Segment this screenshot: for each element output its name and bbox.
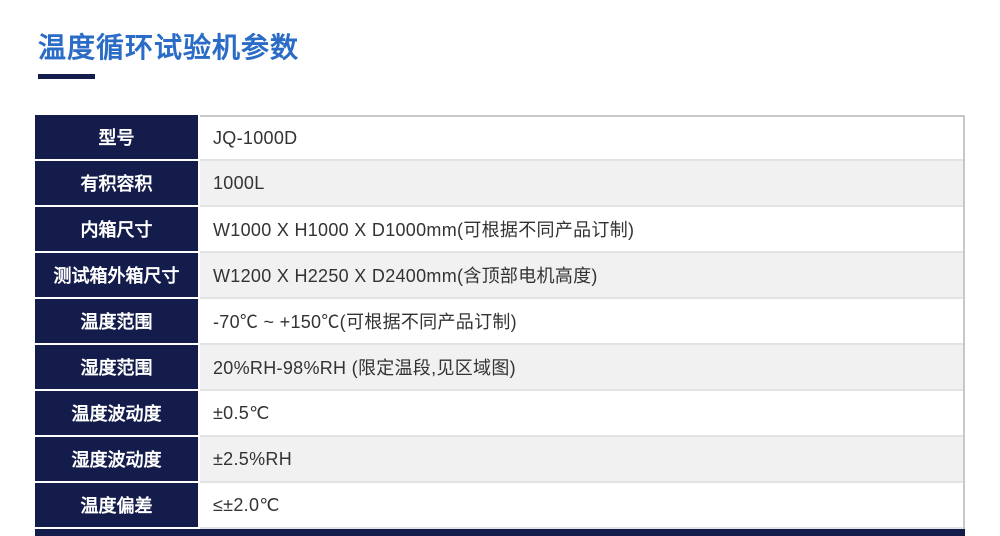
row-value: W1000 X H1000 X D1000mm(可根据不同产品订制) bbox=[200, 207, 963, 253]
title-underline bbox=[38, 74, 95, 79]
row-value: 20%RH-98%RH (限定温段,见区域图) bbox=[200, 345, 963, 391]
table-row: 有积容积 1000L bbox=[35, 161, 963, 207]
table-row: 湿度范围 20%RH-98%RH (限定温段,见区域图) bbox=[35, 345, 963, 391]
table-row: 型号 JQ-1000D bbox=[35, 115, 963, 161]
row-label: 温度范围 bbox=[35, 299, 200, 345]
row-value: W1200 X H2250 X D2400mm(含顶部电机高度) bbox=[200, 253, 963, 299]
page-title: 温度循环试验机参数 bbox=[38, 32, 300, 63]
row-label: 湿度波动度 bbox=[35, 437, 200, 483]
row-label: 测试箱外箱尺寸 bbox=[35, 253, 200, 299]
row-label: 温度偏差 bbox=[35, 483, 200, 529]
table-bottom-bar bbox=[35, 529, 965, 536]
row-label: 型号 bbox=[35, 115, 200, 161]
row-label: 内箱尺寸 bbox=[35, 207, 200, 253]
spec-table: 型号 JQ-1000D 有积容积 1000L 内箱尺寸 W1000 X H100… bbox=[35, 115, 965, 529]
row-value: -70℃ ~ +150℃(可根据不同产品订制) bbox=[200, 299, 963, 345]
table-row: 温度波动度 ±0.5℃ bbox=[35, 391, 963, 437]
table-row: 湿度波动度 ±2.5%RH bbox=[35, 437, 963, 483]
row-label: 温度波动度 bbox=[35, 391, 200, 437]
row-value: ±0.5℃ bbox=[200, 391, 963, 437]
row-value: 1000L bbox=[200, 161, 963, 207]
row-value: ±2.5%RH bbox=[200, 437, 963, 483]
row-value: JQ-1000D bbox=[200, 115, 963, 161]
table-row: 内箱尺寸 W1000 X H1000 X D1000mm(可根据不同产品订制) bbox=[35, 207, 963, 253]
table-row: 温度范围 -70℃ ~ +150℃(可根据不同产品订制) bbox=[35, 299, 963, 345]
table-row: 测试箱外箱尺寸 W1200 X H2250 X D2400mm(含顶部电机高度) bbox=[35, 253, 963, 299]
row-label: 湿度范围 bbox=[35, 345, 200, 391]
row-label: 有积容积 bbox=[35, 161, 200, 207]
row-value: ≤±2.0℃ bbox=[200, 483, 963, 529]
table-row: 温度偏差 ≤±2.0℃ bbox=[35, 483, 963, 529]
